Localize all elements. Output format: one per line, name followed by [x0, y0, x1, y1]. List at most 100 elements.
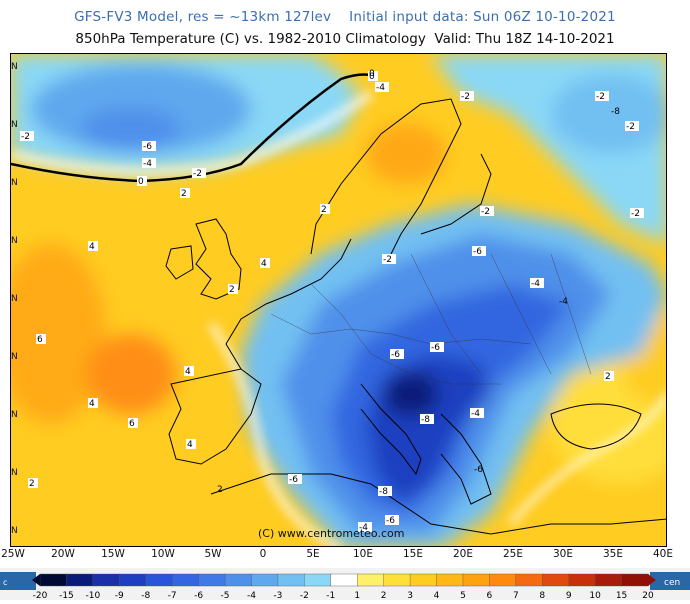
lon-label: 5E	[306, 548, 320, 560]
legend-tick-label: 20	[642, 591, 654, 600]
lat-label: N	[11, 178, 18, 188]
contour-label: 0	[138, 177, 144, 187]
contour-label: 2	[217, 485, 223, 495]
legend-arrow-right	[648, 574, 656, 586]
warm-area-atlantic	[11, 244, 106, 424]
contour-label: -6	[289, 475, 298, 485]
legend-swatch	[330, 573, 358, 587]
contour-label: -4	[531, 279, 540, 289]
legend-swatch	[542, 573, 570, 587]
lat-label: N	[11, 468, 18, 478]
lat-label: N	[11, 526, 18, 536]
legend-tick-label: 7	[513, 591, 519, 600]
lat-label: N	[11, 62, 18, 72]
legend-swatches	[32, 573, 656, 587]
contour-label: -6	[474, 465, 483, 475]
legend-tick-label: 9	[566, 591, 572, 600]
contour-label: 6	[129, 419, 135, 429]
legend-swatch	[251, 573, 279, 587]
warm-area-scandinavia	[366, 124, 446, 184]
chart-subtitle: 850hPa Temperature (C) vs. 1982-2010 Cli…	[75, 31, 615, 47]
contour-label: -4	[559, 297, 568, 307]
contour-label: 4	[89, 242, 95, 252]
lon-label: 20W	[51, 548, 75, 560]
legend-tick-label: -3	[273, 591, 282, 600]
legend-swatch	[304, 573, 332, 587]
lon-label: 40E	[653, 548, 673, 560]
contour-label: -2	[193, 169, 202, 179]
legend-tick-label: -20	[33, 591, 48, 600]
contour-label: 2	[229, 285, 235, 295]
contour-label: 2	[605, 372, 611, 382]
contour-label: -6	[431, 343, 440, 353]
contour-label: -2	[596, 92, 605, 102]
contour-label: 4	[185, 367, 191, 377]
lon-label: 20E	[453, 548, 473, 560]
legend-ticks: -20 -15 -10 -9 -8 -7 -6 -5 -4 -3 -2 -1 1 2 3 4 5 6 7 8 9 10 15…	[33, 591, 654, 601]
lon-label: 35E	[603, 548, 623, 560]
legend-swatch	[515, 573, 543, 587]
legend-swatch	[171, 573, 200, 587]
country-borders	[270, 253, 592, 385]
lat-label: N	[11, 410, 18, 420]
warm-area-iberia-west	[86, 334, 176, 414]
contour-label: -2	[626, 122, 635, 132]
contour-label: -4	[359, 523, 368, 533]
contour-label: -6	[473, 247, 482, 257]
legend-swatch	[409, 573, 438, 587]
longitude-axis: 25W 20W 15W 10W 5W 0 5E 10E 15E 20E 25E …	[0, 548, 690, 564]
zero-band-north	[11, 90, 374, 176]
lon-label: 10W	[151, 548, 175, 560]
legend-tick-label: 1	[354, 591, 360, 600]
legend-tick-label: -9	[115, 591, 124, 600]
temperature-anomaly-map: -2 -6 -4 -2 0 2 0 -4 -2 -2 -2 -2 -2 4 2 …	[10, 53, 667, 547]
legend-swatch	[357, 573, 385, 587]
contour-label: -4	[471, 409, 480, 419]
lat-label: N	[11, 352, 18, 362]
lat-label: N	[11, 294, 18, 304]
legend-swatch	[66, 573, 94, 587]
contour-label: -6	[386, 516, 395, 526]
contour-label: -8	[611, 107, 620, 117]
legend-tick-label: -5	[221, 591, 230, 600]
legend-tick-label: 8	[539, 591, 545, 600]
lon-label: 10E	[353, 548, 373, 560]
contour-label: 4	[261, 259, 267, 269]
legend-tick-label: 3	[407, 591, 413, 600]
map-canvas: -2 -6 -4 -2 0 2 0 -4 -2 -2 -2 -2 -2 4 2 …	[11, 54, 666, 546]
contour-label-group: -2 -6 -4 -2 0 2 0 -4 -2 -2 -2 -2 -2 4 2 …	[20, 69, 644, 533]
cold-core-north-deep	[81, 107, 181, 151]
contour-label: -8	[421, 415, 430, 425]
coastlines	[165, 98, 666, 535]
logo-right: cen	[664, 578, 680, 588]
legend-swatch	[39, 573, 68, 587]
zero-isotherm	[11, 73, 377, 183]
model-title: GFS-FV3 Model, res = ~13km 127lev Initia…	[74, 9, 616, 25]
cold-northeast-core	[551, 74, 666, 154]
contour-label: 2	[29, 479, 35, 489]
contour-label: 2	[321, 205, 327, 215]
legend-swatch	[277, 573, 306, 587]
contour-label: -2	[631, 209, 640, 219]
contour-label: 2	[181, 189, 187, 199]
legend-swatch	[224, 573, 253, 587]
contour-label: 0	[369, 69, 375, 79]
legend-tick-label: -15	[59, 591, 74, 600]
contour-label: -4	[376, 83, 385, 93]
legend-tick-label: 6	[487, 591, 493, 600]
lon-label: 0	[259, 548, 267, 560]
legend-tick-label: -6	[194, 591, 203, 600]
lat-label: N	[11, 236, 18, 246]
legend-swatch	[489, 573, 517, 587]
contour-label: 4	[89, 399, 95, 409]
contour-label: -8	[379, 487, 388, 497]
contour-label: 6	[37, 335, 43, 345]
contour-label: -6	[143, 142, 152, 152]
legend-swatch	[198, 573, 226, 587]
legend-tick-label: -4	[247, 591, 256, 600]
lon-label: 25E	[503, 548, 523, 560]
contour-label: 0	[369, 72, 375, 82]
legend-tick-label: -1	[326, 591, 335, 600]
contour-label: -6	[391, 350, 400, 360]
color-legend-bar: c cen -20 -15 -10 -9 -8 -7 -6 -5 -4 -3 -2 -1 1 2 3 4 5 6 7…	[0, 568, 690, 601]
